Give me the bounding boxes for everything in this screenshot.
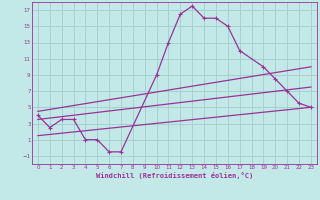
X-axis label: Windchill (Refroidissement éolien,°C): Windchill (Refroidissement éolien,°C): [96, 172, 253, 179]
